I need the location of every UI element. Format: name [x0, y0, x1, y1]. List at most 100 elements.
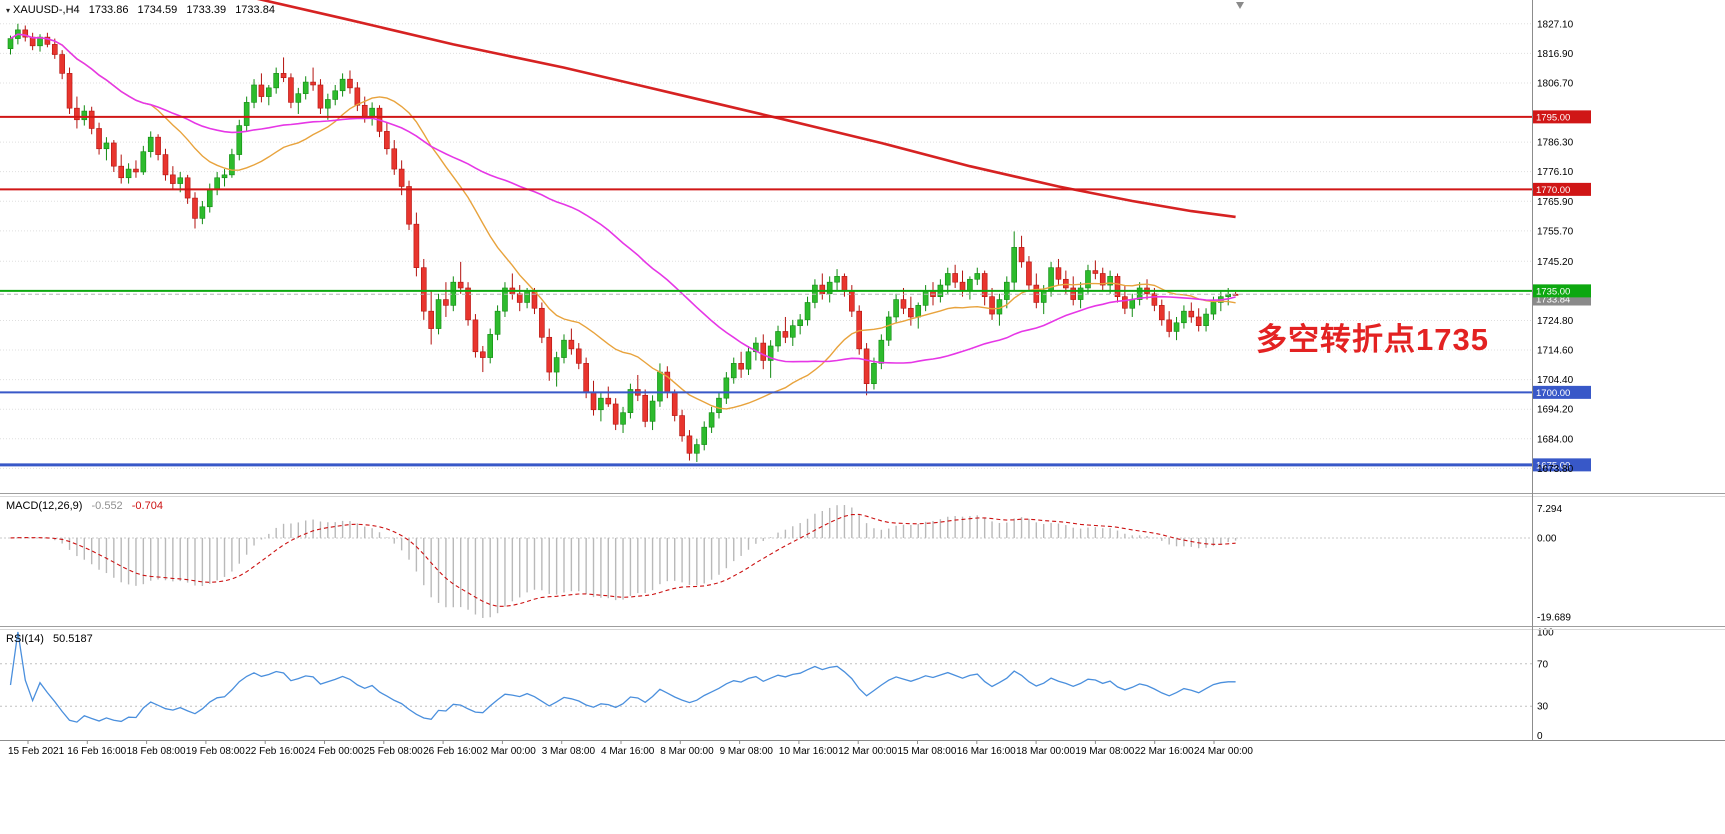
price-axis-label: 1776.10: [1537, 167, 1574, 178]
macd-signal-line: [10, 513, 1236, 607]
macd-axis-label: -19.689: [1537, 612, 1571, 623]
candle-body: [325, 99, 331, 109]
candle-body: [406, 186, 412, 225]
candle-body: [908, 307, 914, 318]
candle-body: [981, 273, 988, 297]
time-axis-label: 8 Mar 00:00: [660, 746, 714, 757]
macd-axis-label: 7.294: [1537, 504, 1562, 515]
candle-body: [1114, 276, 1121, 297]
candle-body: [221, 174, 228, 179]
candle-body: [620, 412, 626, 425]
candle-body: [575, 348, 582, 364]
candle-body: [612, 403, 619, 425]
candle-body: [339, 78, 346, 92]
candle-body: [236, 125, 243, 155]
candle-body: [900, 299, 907, 309]
price-tag: [1533, 284, 1591, 298]
rsi-axis-label: 70: [1537, 659, 1549, 670]
candle-body: [487, 334, 494, 358]
candle-body: [1018, 247, 1025, 263]
price-tag: [1533, 385, 1591, 399]
price-axis-label: 1755.70: [1537, 226, 1574, 237]
candle-body: [893, 299, 899, 318]
candle-body: [649, 400, 656, 422]
candle-body: [118, 165, 124, 179]
candle-body: [871, 363, 877, 384]
candle-body: [74, 107, 80, 121]
candle-body: [384, 131, 390, 150]
time-axis-label: 26 Feb 16:00: [423, 746, 482, 757]
candle-body: [347, 78, 353, 89]
rsi-axis-label: 100: [1537, 628, 1554, 639]
price-axis-label: 1673.80: [1537, 464, 1574, 475]
time-axis-label: 10 Mar 16:00: [779, 746, 838, 757]
candle-body: [51, 44, 58, 55]
price-axis-label: 1806.70: [1537, 78, 1574, 89]
candle-body: [738, 363, 744, 370]
rsi-line: [9, 631, 1236, 723]
candle-body: [435, 299, 442, 329]
candle-body: [590, 392, 597, 411]
candle-body: [967, 278, 973, 292]
candle-body: [1195, 316, 1202, 326]
time-axis-label: 24 Feb 00:00: [305, 746, 364, 757]
candle-body: [1099, 273, 1106, 286]
macd-pane[interactable]: [0, 497, 1532, 626]
candle-body: [420, 267, 427, 312]
price-tag-label: 1700.00: [1536, 388, 1570, 399]
candle-body: [465, 287, 471, 321]
candle-body: [302, 81, 309, 94]
price-annotation-text[interactable]: 多空转折点1735: [1256, 322, 1489, 357]
candle-body: [701, 426, 708, 445]
candle-body: [797, 319, 803, 326]
candle-body: [1026, 261, 1032, 286]
time-axis-label: 2 Mar 00:00: [482, 746, 536, 757]
candle-body: [1129, 299, 1136, 309]
price-axis-label: 1704.40: [1537, 375, 1574, 386]
candle-body: [878, 339, 885, 364]
candle-body: [657, 371, 663, 402]
candle-body: [288, 77, 294, 103]
candle-body: [834, 276, 840, 283]
candle-body: [428, 310, 434, 329]
candle-body: [671, 392, 678, 416]
ohlc-open-value: 1733.86: [88, 4, 129, 16]
candle-body: [502, 287, 508, 312]
candle-body: [642, 394, 648, 422]
rsi-pane[interactable]: [0, 630, 1532, 740]
candle-body: [745, 351, 752, 370]
time-axis-label: 16 Feb 16:00: [67, 746, 126, 757]
candle-body: [457, 281, 464, 289]
candle-body: [730, 363, 737, 379]
candle-body: [516, 293, 523, 303]
candle-body: [243, 102, 250, 126]
candle-body: [1188, 310, 1195, 318]
candle-body: [265, 87, 272, 97]
candle-body: [546, 336, 553, 373]
candle-body: [1040, 290, 1047, 303]
rsi-title: RSI(14): [6, 633, 44, 645]
time-axis-label: 15 Mar 08:00: [898, 746, 957, 757]
price-axis-label: 1765.90: [1537, 197, 1574, 208]
macd-header: MACD(12,26,9) -0.552 -0.704: [6, 500, 163, 512]
rsi-axis-label: 30: [1537, 702, 1549, 713]
candle-body: [184, 177, 191, 199]
candle-body: [147, 136, 154, 152]
candle-body: [177, 177, 184, 184]
rsi-value: 50.5187: [52, 633, 93, 645]
candle-body: [251, 84, 257, 103]
candle-body: [96, 128, 102, 150]
price-tag: [1533, 458, 1591, 472]
candle-body: [192, 197, 198, 219]
candle-body: [767, 345, 774, 361]
time-axis-label: 18 Mar 00:00: [1016, 746, 1075, 757]
candle-body: [1107, 276, 1113, 286]
symbol-dropdown-icon[interactable]: ▾: [6, 6, 11, 15]
candle-body: [959, 281, 966, 292]
main-chart-pane[interactable]: [0, 0, 1532, 493]
candle-body: [472, 319, 479, 353]
candle-body: [273, 73, 279, 89]
time-axis-label: 4 Mar 16:00: [601, 746, 655, 757]
